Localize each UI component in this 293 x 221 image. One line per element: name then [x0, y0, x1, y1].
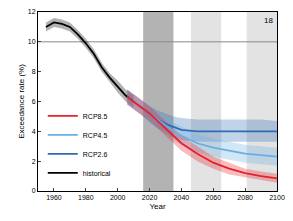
svg-text:2: 2	[32, 158, 36, 165]
svg-text:2040: 2040	[174, 194, 190, 201]
svg-text:RCP8.5: RCP8.5	[83, 113, 108, 120]
svg-text:2060: 2060	[205, 194, 221, 201]
svg-text:4: 4	[32, 128, 36, 135]
svg-text:Exceedance rate (%): Exceedance rate (%)	[17, 64, 26, 139]
svg-text:18: 18	[264, 16, 273, 25]
svg-text:1960: 1960	[46, 194, 62, 201]
svg-text:6: 6	[32, 98, 36, 105]
svg-text:8: 8	[32, 68, 36, 75]
svg-text:2100: 2100	[269, 194, 285, 201]
svg-text:0: 0	[32, 187, 36, 194]
svg-text:10: 10	[28, 38, 36, 45]
svg-text:RCP4.5: RCP4.5	[83, 132, 108, 139]
svg-text:historical: historical	[83, 170, 111, 177]
svg-text:Year: Year	[149, 202, 166, 211]
svg-text:2020: 2020	[142, 194, 158, 201]
svg-text:12: 12	[28, 8, 36, 15]
svg-text:2080: 2080	[237, 194, 253, 201]
svg-text:RCP2.6: RCP2.6	[83, 151, 108, 158]
svg-text:2000: 2000	[110, 194, 126, 201]
svg-text:1980: 1980	[78, 194, 94, 201]
